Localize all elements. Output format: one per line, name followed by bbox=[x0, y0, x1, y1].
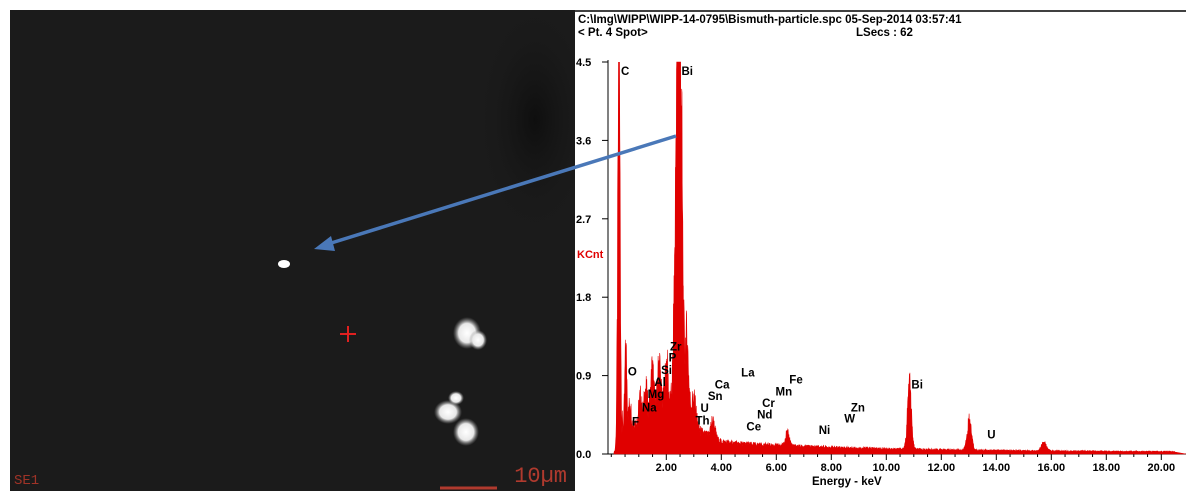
detector-label: SE1 bbox=[14, 473, 40, 489]
x-axis: 2.00 4.00 6.00 8.00 10.00 12.00 14.00 16.00 18.0… bbox=[608, 453, 1186, 474]
sem-micrograph: SE1 10µm bbox=[10, 10, 575, 491]
spot-label: < Pt. 4 Spot> bbox=[578, 27, 648, 39]
element-label-si: Si bbox=[661, 365, 672, 377]
element-label-u: U bbox=[700, 403, 708, 415]
scale-label: 10µm bbox=[514, 464, 567, 489]
x-axis-label: Energy - keV bbox=[812, 476, 882, 488]
element-label-fe: Fe bbox=[789, 374, 802, 386]
x-tick-label: 4.00 bbox=[711, 462, 732, 474]
element-label-mg: Mg bbox=[648, 389, 665, 401]
element-label-na: Na bbox=[642, 402, 657, 414]
element-label-la: La bbox=[741, 367, 755, 379]
y-tick-label: 4.5 bbox=[576, 57, 591, 69]
x-tick-label: 2.00 bbox=[656, 462, 677, 474]
y-axis-label: KCnt bbox=[577, 249, 604, 261]
y-tick-label: 2.7 bbox=[576, 214, 591, 226]
element-label-mn: Mn bbox=[776, 387, 793, 399]
element-label-al: Al bbox=[654, 377, 666, 389]
y-tick-label: 1.8 bbox=[576, 292, 591, 304]
element-label-c: C bbox=[621, 66, 629, 78]
element-label-bi: Bi bbox=[682, 66, 694, 78]
dark-smudge bbox=[475, 10, 575, 240]
debris-particle-upper bbox=[453, 317, 487, 350]
element-label-w: W bbox=[844, 414, 855, 426]
element-label-bi: Bi bbox=[911, 380, 923, 392]
element-label-u: U bbox=[987, 429, 995, 441]
live-seconds-label: LSecs : 62 bbox=[856, 27, 913, 39]
x-tick-label: 6.00 bbox=[766, 462, 787, 474]
x-tick-label: 18.00 bbox=[1093, 462, 1121, 474]
debris-particle-lower bbox=[434, 391, 479, 446]
element-label-ce: Ce bbox=[746, 421, 761, 433]
element-label-ni: Ni bbox=[819, 425, 831, 437]
y-tick-label: 0.0 bbox=[576, 449, 591, 461]
element-label-nd: Nd bbox=[757, 409, 772, 421]
y-tick-label: 3.6 bbox=[576, 135, 591, 147]
spectrum-area bbox=[613, 61, 1186, 455]
element-label-th: Th bbox=[696, 415, 710, 427]
element-label-sn: Sn bbox=[708, 391, 723, 403]
element-label-zr: Zr bbox=[670, 341, 682, 353]
element-label-f: F bbox=[632, 416, 639, 428]
x-tick-label: 14.00 bbox=[983, 462, 1011, 474]
spectrum-file-header: C:\Img\WIPP\WIPP-14-0795\Bismuth-particl… bbox=[578, 14, 962, 26]
x-tick-label: 20.00 bbox=[1148, 462, 1176, 474]
x-tick-label: 10.00 bbox=[873, 462, 901, 474]
crosshair-marker bbox=[340, 326, 356, 342]
x-tick-label: 16.00 bbox=[1038, 462, 1066, 474]
x-tick-label: 8.00 bbox=[821, 462, 842, 474]
element-label-p: P bbox=[669, 353, 677, 365]
element-label-zn: Zn bbox=[851, 402, 865, 414]
sem-micrograph-drawing bbox=[278, 10, 575, 490]
bismuth-particle bbox=[278, 260, 290, 268]
element-label-o: O bbox=[628, 367, 637, 379]
element-label-cr: Cr bbox=[762, 398, 775, 410]
y-tick-label: 0.9 bbox=[576, 371, 591, 383]
element-label-ca: Ca bbox=[715, 380, 730, 392]
x-tick-label: 12.00 bbox=[928, 462, 956, 474]
